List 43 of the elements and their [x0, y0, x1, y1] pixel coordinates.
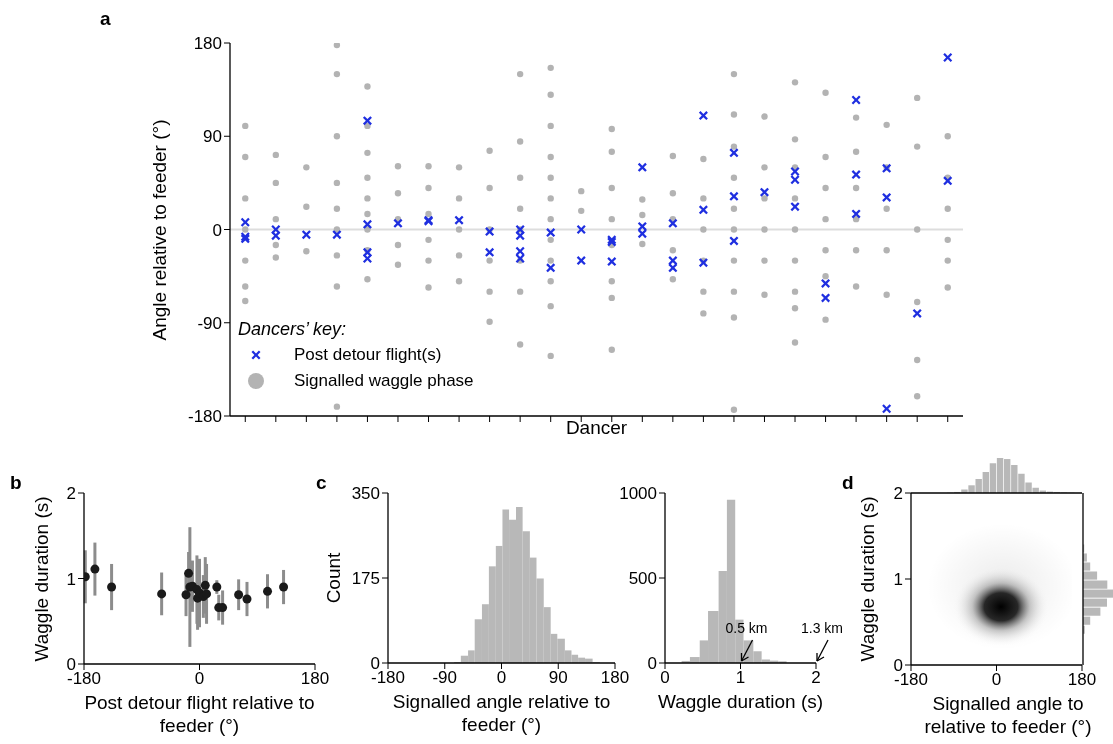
y-tick-label: -90	[197, 313, 222, 333]
x-axis-title: Waggle duration (s)	[656, 690, 825, 713]
chart-title: c	[316, 472, 327, 494]
x-tick-label: 0	[660, 668, 670, 688]
y-tick-label: 1	[66, 569, 76, 589]
x-axis-title: Signalled angle to relative to feeder (°)	[923, 692, 1093, 738]
x-tick-label: 1	[735, 668, 746, 688]
x-tick-label: -90	[432, 668, 458, 688]
y-axis-title: Waggle duration (s)	[31, 495, 53, 662]
y-axis-title: Waggle duration (s)	[857, 496, 879, 662]
y-axis-title: Count	[323, 552, 345, 604]
x-axis-title: Post detour flight relative to feeder (°)	[83, 691, 316, 737]
annotation: 1.3 km	[800, 620, 844, 636]
y-tick-label: 2	[66, 484, 76, 504]
y-tick-label: 500	[628, 569, 657, 589]
chart-title: a	[100, 8, 111, 30]
y-tick-label: 90	[203, 127, 222, 147]
x-tick-label: 180	[600, 668, 630, 688]
chart-title: b	[10, 472, 22, 494]
x-tick-label: -180	[370, 668, 406, 688]
y-tick-label: 175	[351, 569, 380, 589]
annotation: 0.5 km	[725, 620, 768, 636]
x-tick-label: 0	[991, 670, 1002, 690]
legend-title: Dancers’ key:	[238, 318, 348, 341]
y-tick-label: 1	[893, 570, 903, 590]
y-axis-title: Angle relative to feeder (°)	[149, 119, 171, 340]
legend-label: Post detour flight(s)	[294, 344, 442, 366]
y-tick-label: 1000	[619, 484, 657, 504]
x-tick-label: 180	[300, 669, 330, 689]
x-tick-label: 180	[1067, 670, 1097, 690]
x-axis-title: Signalled angle relative to feeder (°)	[391, 690, 612, 736]
x-axis-title: Dancer	[564, 416, 629, 439]
x-tick-label: 2	[811, 668, 821, 688]
y-tick-label: 2	[893, 484, 903, 504]
legend-label: Signalled waggle phase	[294, 370, 474, 392]
text: d	[842, 472, 854, 494]
x-tick-label: 90	[548, 668, 568, 688]
y-tick-label: -180	[187, 407, 222, 427]
y-tick-label: 0	[212, 220, 222, 240]
x-tick-label: 0	[496, 668, 507, 688]
y-tick-label: 0	[647, 654, 657, 674]
y-tick-label: 350	[351, 484, 380, 504]
y-tick-label: 180	[193, 34, 222, 54]
